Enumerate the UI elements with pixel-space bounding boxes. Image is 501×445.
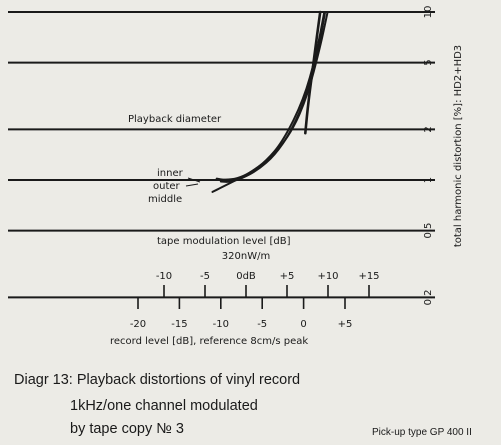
- curve-playback-diameter: [304, 10, 322, 135]
- caption-line-3: by tape copy № 3: [70, 421, 184, 437]
- tape-axis-tick-label: 0dB: [236, 271, 256, 282]
- y-tick-label: 0,2: [423, 289, 434, 305]
- record-axis-tick-label: -5: [257, 319, 267, 330]
- caption-title: Diagr 13: Playback distortions of vinyl …: [14, 372, 301, 388]
- tape-axis-tick-label: -10: [156, 271, 172, 282]
- y-axis-label: total harmonic distortion [%]: HD2+HD3: [453, 45, 464, 247]
- tape-axis-tick-label: -5: [200, 271, 210, 282]
- leader-inner: [187, 177, 201, 183]
- curves: [185, 10, 329, 193]
- series-label-middle: middle: [148, 194, 182, 205]
- y-tick-label: 0,5: [423, 223, 434, 239]
- tape-axis: -10 -5 0dB +5 +10 +15: [150, 271, 380, 298]
- y-tick-label: 2: [423, 126, 434, 132]
- y-tick-labels: 0,2 0,5 1 2 5 10: [423, 6, 434, 306]
- tape-axis-tick-label: +10: [317, 271, 338, 282]
- series-label-outer: outer: [153, 181, 181, 192]
- series-label-inner: inner: [157, 168, 184, 179]
- record-axis-tick-label: -20: [130, 319, 146, 330]
- caption-line-2: 1kHz/one channel modulated: [70, 398, 258, 414]
- record-axis-tick-label: -15: [171, 319, 187, 330]
- record-axis-tick-label: -10: [213, 319, 229, 330]
- curve-middle: [211, 11, 329, 193]
- tape-axis-tick-label: +15: [358, 271, 379, 282]
- record-axis-tick-label: +5: [338, 319, 353, 330]
- y-tick-label: 10: [423, 6, 434, 19]
- y-tick-label: 1: [423, 177, 434, 183]
- record-axis-tick-label: 0: [300, 319, 306, 330]
- series-label-playback-diameter: Playback diameter: [128, 114, 222, 125]
- tape-axis-label: tape modulation level [dB]: [157, 236, 291, 247]
- x-axis-label: record level [dB], reference 8cm/s peak: [110, 336, 308, 347]
- y-tick-label: 5: [423, 59, 434, 65]
- tape-axis-tick-label: +5: [280, 271, 295, 282]
- leader-outer: [185, 183, 199, 187]
- pickup-type: Pick-up type GP 400 II: [372, 427, 472, 438]
- tape-axis-sublabel: 320nW/m: [222, 251, 270, 262]
- record-level-axis: -20 -15 -10 -5 0 +5: [130, 297, 353, 330]
